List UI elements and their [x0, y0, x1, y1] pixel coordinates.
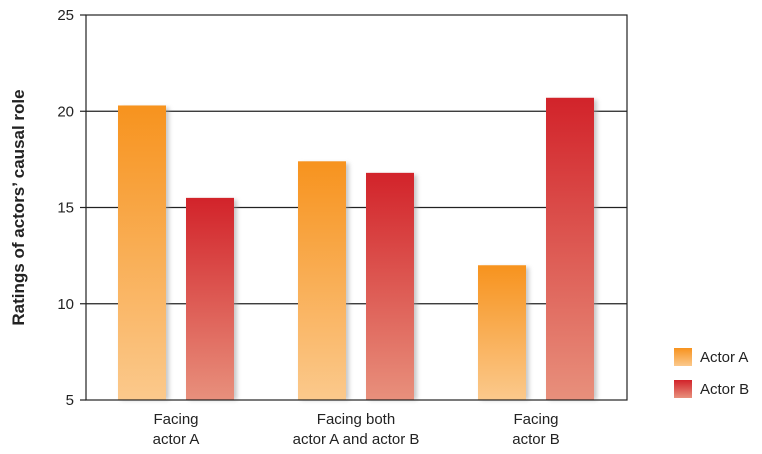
y-tick-label: 25: [57, 7, 74, 24]
legend-swatch: [674, 348, 692, 366]
bar-actor-a-2: [298, 161, 346, 400]
y-tick-label: 20: [57, 103, 74, 120]
bar-actor-b-3: [546, 97, 594, 401]
x-category-label: Facing: [153, 411, 198, 428]
bar-actor-b-2: [366, 172, 414, 400]
bars: [118, 97, 597, 401]
legend-swatch: [674, 380, 692, 398]
gridlines: [86, 110, 627, 305]
x-category-label: Facing both: [317, 411, 395, 428]
x-category-label: actor A and actor B: [293, 431, 420, 448]
x-category-label: actor B: [512, 431, 560, 448]
x-category-label: actor A: [153, 431, 200, 448]
bar-actor-b-1: [186, 197, 234, 400]
y-tick-label: 15: [57, 200, 74, 217]
y-tick-labels: 5 10 15 20 25: [57, 7, 86, 409]
bar-actor-a-1: [118, 105, 166, 400]
legend-label: Actor A: [700, 349, 748, 366]
legend: Actor A Actor B: [674, 348, 749, 398]
y-axis-label: Ratings of actors’ causal role: [9, 89, 28, 325]
y-tick-label: 10: [57, 296, 74, 313]
legend-label: Actor B: [700, 381, 749, 398]
bar-actor-a-3: [478, 265, 526, 400]
y-tick-label: 5: [66, 392, 74, 409]
x-category-label: Facing: [513, 411, 558, 428]
x-category-labels: Facing actor A Facing both actor A and acto…: [153, 411, 560, 448]
